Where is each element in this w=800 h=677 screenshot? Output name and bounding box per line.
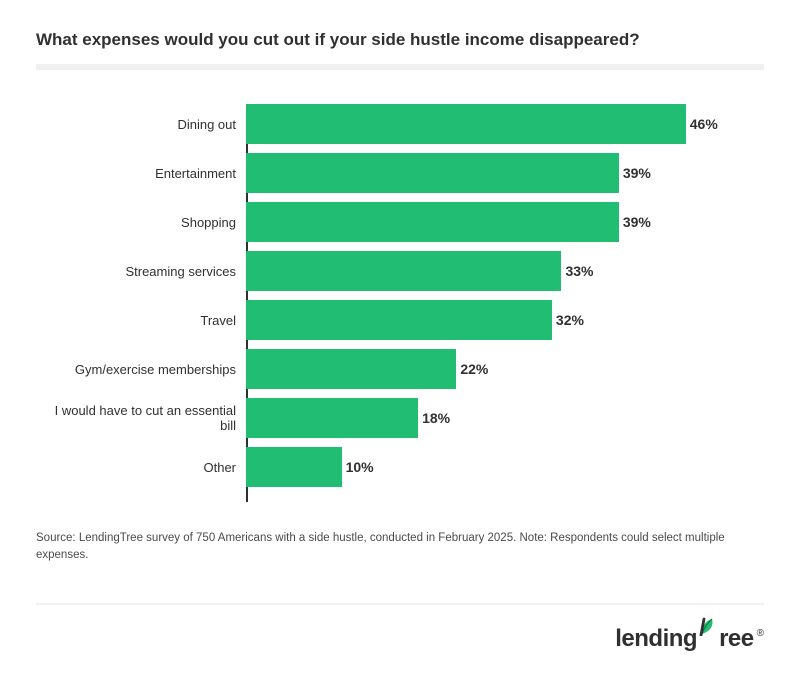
category-label: Gym/exercise memberships (36, 362, 236, 377)
value-label: 33% (565, 263, 593, 279)
bar (246, 251, 561, 291)
value-label: 18% (422, 410, 450, 426)
title-rule (36, 64, 764, 70)
leaf-icon (699, 616, 717, 641)
category-label: Dining out (36, 117, 236, 132)
value-label: 39% (623, 214, 651, 230)
bar (246, 153, 619, 193)
chart-row: Other10% (246, 447, 764, 487)
value-label: 39% (623, 165, 651, 181)
chart-row: Dining out46% (246, 104, 764, 144)
chart-row: I would have to cut an essential bill18% (246, 398, 764, 438)
bar (246, 398, 418, 438)
trademark: ® (757, 628, 764, 639)
chart-row: Gym/exercise memberships22% (246, 349, 764, 389)
brand-name-post: ree (719, 625, 754, 653)
brand-name-pre: lending (615, 625, 697, 653)
category-label: Shopping (36, 215, 236, 230)
bar (246, 104, 686, 144)
category-label: Other (36, 460, 236, 475)
category-label: I would have to cut an essential bill (36, 403, 236, 433)
bar (246, 349, 456, 389)
bar (246, 202, 619, 242)
value-label: 32% (556, 312, 584, 328)
bar (246, 447, 342, 487)
chart-title: What expenses would you cut out if your … (36, 30, 764, 50)
bar-chart: Dining out46%Entertainment39%Shopping39%… (36, 104, 764, 502)
category-label: Travel (36, 313, 236, 328)
chart-row: Shopping39% (246, 202, 764, 242)
category-label: Entertainment (36, 166, 236, 181)
chart-row: Entertainment39% (246, 153, 764, 193)
bar (246, 300, 552, 340)
source-note: Source: LendingTree survey of 750 Americ… (36, 530, 764, 565)
value-label: 10% (346, 459, 374, 475)
value-label: 22% (460, 361, 488, 377)
category-label: Streaming services (36, 264, 236, 279)
value-label: 46% (690, 116, 718, 132)
chart-row: Travel32% (246, 300, 764, 340)
chart-row: Streaming services33% (246, 251, 764, 291)
bottom-rule (36, 603, 764, 605)
brand-logo: lending ree® (615, 625, 764, 653)
